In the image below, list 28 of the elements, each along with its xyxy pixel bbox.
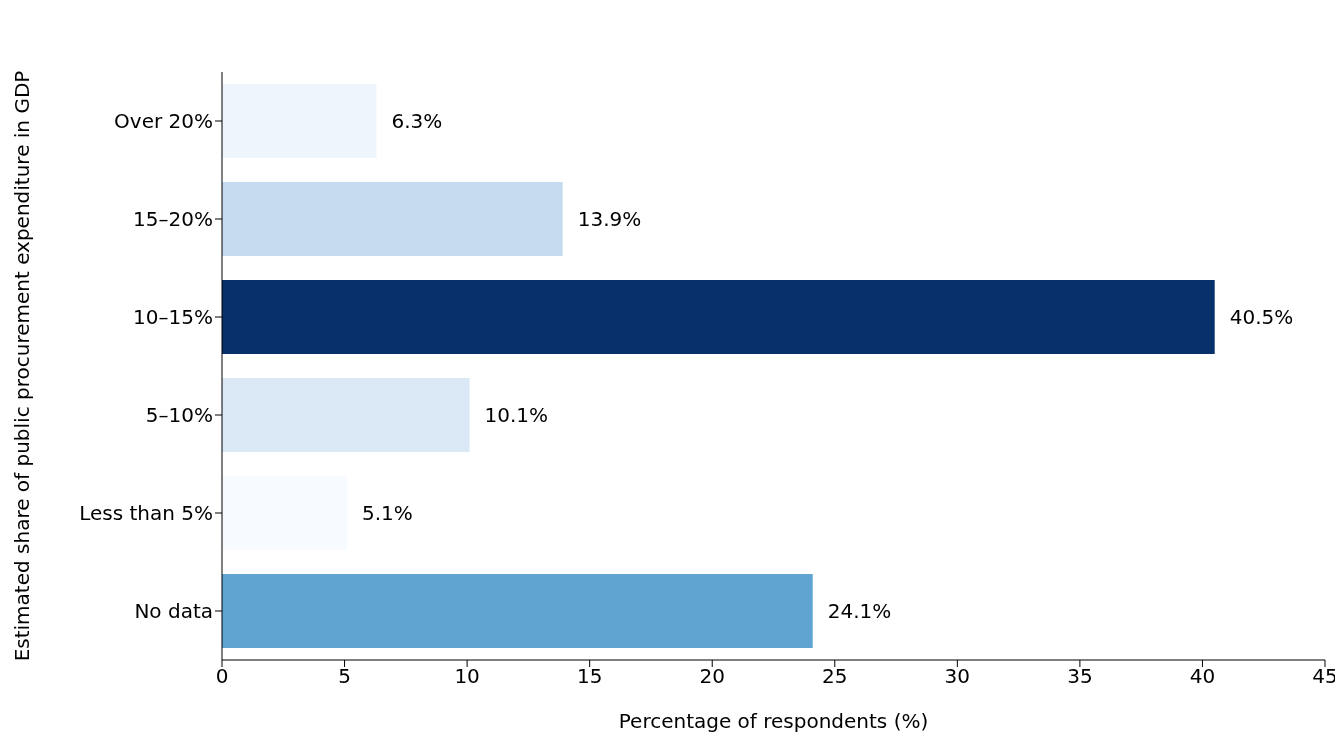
y-tick-label: No data [134, 599, 213, 624]
x-tick-label: 25 [822, 664, 848, 689]
x-tick-label: 40 [1189, 664, 1216, 689]
data-label: 13.9% [577, 207, 642, 231]
y-tick-label: 5–10% [145, 403, 213, 428]
data-label: 6.3% [391, 109, 443, 133]
y-tick-label: 15–20% [133, 207, 213, 232]
x-tick-label: 20 [699, 664, 725, 689]
bar [222, 574, 813, 648]
x-tick-label: 35 [1067, 664, 1093, 689]
x-tick-label: 0 [215, 664, 229, 689]
y-tick-label: Over 20% [114, 109, 213, 134]
x-tick-label: 5 [338, 664, 351, 689]
x-axis-title: Percentage of respondents (%) [618, 709, 929, 733]
y-tick-label: 10–15% [133, 305, 213, 330]
y-tick-label: Less than 5% [79, 501, 213, 526]
y-axis-title: Estimated share of public procurement expenditure in GDP [10, 70, 34, 662]
bar [222, 378, 470, 452]
data-label: 5.1% [362, 501, 413, 525]
x-tick-label: 10 [454, 664, 480, 689]
x-tick-label: 30 [944, 664, 971, 689]
bar [222, 84, 377, 158]
x-tick-label: 15 [576, 664, 603, 689]
data-label: 40.5% [1229, 305, 1294, 329]
bar [222, 280, 1215, 354]
data-label: 10.1% [484, 403, 549, 427]
bar [222, 182, 563, 256]
data-label: 24.1% [827, 599, 892, 623]
